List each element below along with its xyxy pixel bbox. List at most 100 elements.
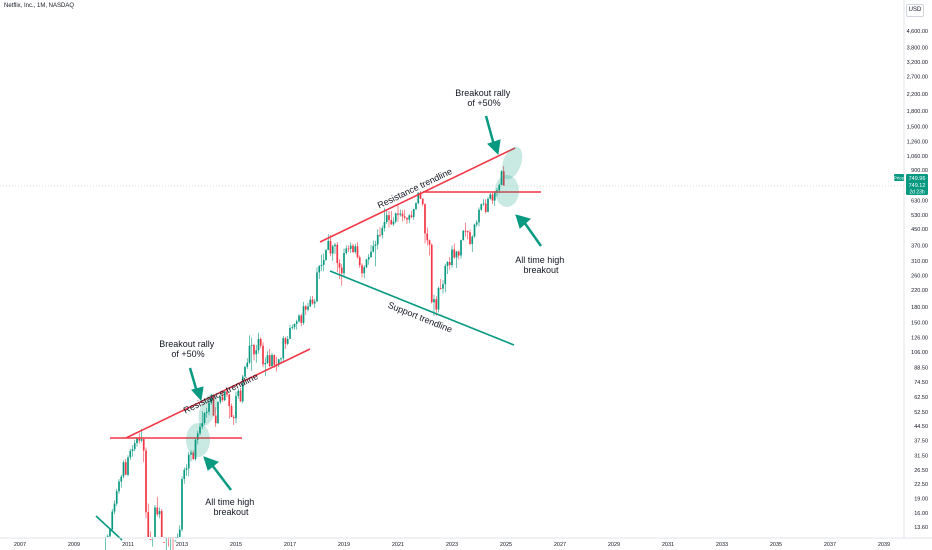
candle-body — [352, 245, 354, 253]
price-badge: Price 749.96 749.12 2d 23h — [894, 174, 928, 196]
candle-body — [313, 301, 316, 304]
candle — [473, 223, 476, 238]
candle-body — [194, 439, 197, 460]
candle — [309, 296, 312, 308]
candle-body — [322, 260, 325, 265]
candle — [331, 244, 334, 261]
candle-body — [401, 213, 404, 217]
resistance-label-upper: Resistance trendline — [376, 166, 454, 210]
candle — [491, 191, 494, 205]
candle-body — [462, 230, 465, 241]
candle-body — [187, 454, 190, 469]
candle-body — [259, 338, 262, 346]
candle — [489, 192, 492, 200]
candle-body — [271, 354, 273, 367]
candle — [370, 244, 372, 258]
candle-body — [156, 507, 159, 515]
candle — [376, 229, 379, 250]
y-tick-label: 3,200.00 — [907, 60, 928, 66]
candle-body — [138, 438, 141, 441]
candle — [399, 209, 402, 217]
candle — [246, 358, 249, 369]
candle-body — [212, 395, 215, 416]
candle-body — [419, 192, 422, 199]
candle-body — [248, 345, 251, 363]
candle — [172, 537, 174, 550]
candle — [271, 352, 273, 368]
y-tick-label: 126.00 — [911, 335, 928, 341]
candle — [430, 243, 433, 304]
y-tick-label: 220.00 — [911, 288, 928, 294]
candle — [390, 210, 393, 225]
candle — [183, 467, 186, 484]
candle — [329, 235, 332, 257]
candle-body — [118, 481, 120, 492]
y-tick-label: 3,800.00 — [907, 45, 928, 51]
x-tick-label: 2033 — [716, 542, 728, 548]
candle-body — [464, 230, 467, 232]
candle — [401, 210, 404, 222]
candle-body — [239, 390, 242, 402]
candle — [284, 337, 287, 349]
candle-body — [178, 529, 181, 537]
currency-button[interactable]: USD — [906, 4, 924, 17]
badge-symbol: Price — [894, 176, 905, 181]
candle-body — [435, 299, 438, 310]
candle — [149, 531, 152, 540]
candle-body — [502, 171, 505, 186]
candle — [475, 220, 478, 227]
arrow-icon — [484, 115, 501, 156]
candle-body — [232, 416, 235, 419]
candle-body — [201, 423, 204, 427]
highlight-ellipse-rally-upper — [501, 146, 523, 180]
candle — [421, 198, 424, 207]
candle — [154, 505, 156, 537]
candle — [248, 335, 251, 365]
candle — [367, 254, 370, 265]
candle-body — [255, 350, 258, 355]
y-tick-label: 31.50 — [914, 453, 928, 459]
ath-label-upper: All time high breakout — [515, 255, 567, 275]
candle — [259, 337, 262, 349]
candle — [160, 509, 163, 537]
x-tick-label: 2011 — [122, 542, 134, 548]
candle-body — [491, 194, 494, 201]
candle — [266, 351, 269, 365]
y-tick-label: 52.50 — [914, 410, 928, 416]
candle — [133, 439, 136, 452]
candle-body — [127, 457, 129, 475]
candle — [255, 344, 258, 363]
candle-body — [381, 228, 384, 235]
candle — [455, 250, 458, 268]
candle — [158, 507, 161, 519]
candle-body — [455, 251, 458, 258]
candle-body — [399, 213, 402, 215]
candle — [480, 203, 483, 211]
candle — [127, 455, 129, 477]
candle — [293, 323, 296, 330]
candle — [392, 217, 395, 227]
candle — [201, 411, 204, 430]
candle — [437, 286, 440, 313]
candle — [295, 319, 298, 330]
candle — [304, 305, 307, 315]
candle-body — [460, 240, 462, 256]
resistance-line-lower — [125, 348, 311, 439]
price-axis[interactable]: 4,600.00 3,800.00 3,200.00 2,700.00 2,200.00… — [907, 29, 928, 531]
candle-body — [406, 217, 408, 220]
candle-body — [286, 338, 289, 344]
time-axis[interactable]: 2007 2009 2011 2013 2015 2017 2019 2021 2023 2025… — [14, 542, 890, 548]
candle — [230, 403, 233, 417]
candle-body — [199, 426, 201, 434]
candle-body — [318, 266, 321, 273]
candle — [358, 255, 361, 268]
candle — [264, 357, 267, 377]
candle-body — [349, 245, 352, 249]
candle — [487, 197, 489, 213]
candle — [147, 503, 150, 537]
candle-body — [453, 249, 456, 258]
y-tick-label: 88.50 — [914, 366, 928, 372]
candle — [268, 348, 271, 367]
y-tick-label: 1,260.00 — [907, 139, 928, 145]
